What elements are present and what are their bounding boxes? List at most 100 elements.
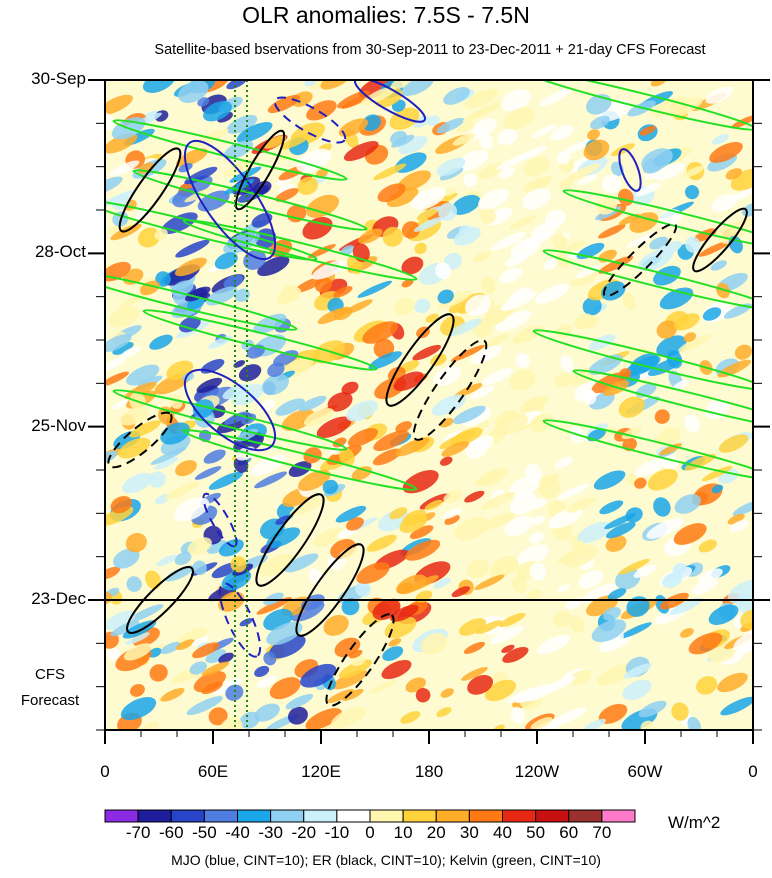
- anomaly-cell: [626, 232, 657, 248]
- anomaly-cell: [655, 163, 685, 181]
- anomaly-cell: [481, 333, 510, 349]
- forecast-label: CFS: [35, 666, 65, 683]
- anomaly-cell: [193, 671, 226, 693]
- anomaly-cell: [142, 80, 176, 93]
- anomaly-cell: [148, 647, 162, 658]
- anomaly-cell: [160, 641, 181, 655]
- kelvin-contour: [542, 419, 753, 481]
- anomaly-cell: [684, 453, 716, 471]
- anomaly-cell: [590, 115, 610, 130]
- anomaly-cell: [416, 208, 438, 221]
- anomaly-cell: [483, 512, 516, 530]
- anomaly-cell: [300, 663, 337, 688]
- colorbar-label: 30: [459, 823, 479, 842]
- anomaly-cell: [105, 610, 136, 630]
- anomaly-cell: [481, 368, 513, 386]
- anomaly-cell: [451, 586, 471, 598]
- anomaly-cell: [605, 521, 636, 539]
- anomaly-cell: [224, 411, 249, 425]
- anomaly-cell: [524, 463, 542, 482]
- anomaly-cell: [317, 307, 348, 325]
- anomaly-cell: [461, 666, 488, 681]
- anomaly-cell: [377, 183, 406, 203]
- anomaly-cell: [554, 457, 573, 469]
- anomaly-cell: [176, 148, 208, 167]
- anomaly-cell: [433, 365, 462, 386]
- kelvin-contour: [112, 389, 348, 451]
- anomaly-cell: [239, 618, 253, 627]
- anomaly-cell: [685, 185, 700, 200]
- anomaly-cell: [129, 420, 162, 438]
- anomaly-cell: [372, 448, 402, 466]
- anomaly-cell: [725, 168, 742, 180]
- anomaly-cell: [322, 479, 339, 495]
- anomaly-cell: [332, 669, 368, 690]
- anomaly-cell: [149, 664, 168, 682]
- anomaly-cell: [262, 399, 275, 411]
- anomaly-cell: [472, 118, 497, 136]
- anomaly-cell: [529, 414, 553, 432]
- anomaly-cell: [638, 700, 667, 718]
- er-contour: [107, 411, 173, 469]
- kelvin-contour: [142, 309, 378, 371]
- anomaly-cell: [682, 165, 705, 178]
- anomaly-cell: [391, 134, 415, 148]
- anomaly-cell: [362, 114, 381, 131]
- anomaly-cell: [552, 233, 568, 250]
- er-contour: [234, 129, 286, 211]
- anomaly-cell: [691, 578, 718, 595]
- anomaly-cell: [330, 706, 367, 729]
- er-contour: [602, 222, 678, 298]
- anomaly-cell: [567, 163, 601, 181]
- anomaly-cell: [137, 227, 161, 248]
- anomaly-cell: [634, 458, 667, 477]
- anomaly-cell: [339, 547, 357, 559]
- anomaly-cell: [539, 89, 572, 106]
- anomaly-cell: [556, 483, 590, 501]
- anomaly-cell: [105, 334, 132, 353]
- anomaly-cell: [574, 313, 594, 330]
- anomaly-cell: [633, 564, 657, 578]
- contour-legend-note: MJO (blue, CINT=10); ER (black, CINT=10)…: [171, 852, 601, 868]
- anomaly-cell: [201, 661, 230, 677]
- anomaly-cell: [474, 574, 505, 590]
- anomaly-cell: [569, 616, 585, 634]
- kelvin-contour: [522, 80, 753, 131]
- mjo-contour: [354, 80, 426, 123]
- anomaly-cell: [346, 517, 364, 531]
- anomaly-cell: [702, 307, 722, 321]
- anomaly-cell: [493, 724, 505, 730]
- anomaly-cell: [358, 228, 383, 244]
- anomaly-cell: [223, 140, 254, 159]
- anomaly-cell: [218, 539, 244, 557]
- anomaly-cell: [601, 281, 626, 301]
- colorbar-swatch: [170, 809, 205, 823]
- anomaly-cell: [510, 706, 525, 724]
- anomaly-cell: [269, 635, 306, 659]
- anomaly-cell: [189, 661, 207, 675]
- anomaly-cell: [304, 80, 317, 87]
- anomaly-cell: [194, 466, 222, 480]
- anomaly-cell: [368, 351, 402, 370]
- anomaly-cell: [281, 284, 300, 302]
- colorbar-swatch: [104, 809, 139, 823]
- anomaly-cell: [653, 497, 671, 517]
- anomaly-cell: [523, 177, 549, 194]
- anomaly-cell: [441, 441, 470, 457]
- anomaly-cell: [355, 580, 371, 598]
- kelvin-contour: [182, 219, 418, 281]
- anomaly-cell: [521, 188, 552, 210]
- x-tick-label: 60E: [197, 762, 229, 781]
- anomaly-cell: [596, 196, 618, 215]
- anomaly-cell: [515, 353, 530, 368]
- anomaly-cell: [105, 94, 133, 116]
- anomaly-cell: [529, 562, 547, 581]
- anomaly-cell: [261, 373, 289, 396]
- anomaly-cell: [149, 334, 173, 350]
- anomaly-cell: [548, 507, 583, 529]
- anomaly-cell: [398, 135, 428, 155]
- anomaly-cell: [435, 262, 452, 280]
- anomaly-cell: [126, 364, 160, 386]
- anomaly-cell: [653, 265, 681, 286]
